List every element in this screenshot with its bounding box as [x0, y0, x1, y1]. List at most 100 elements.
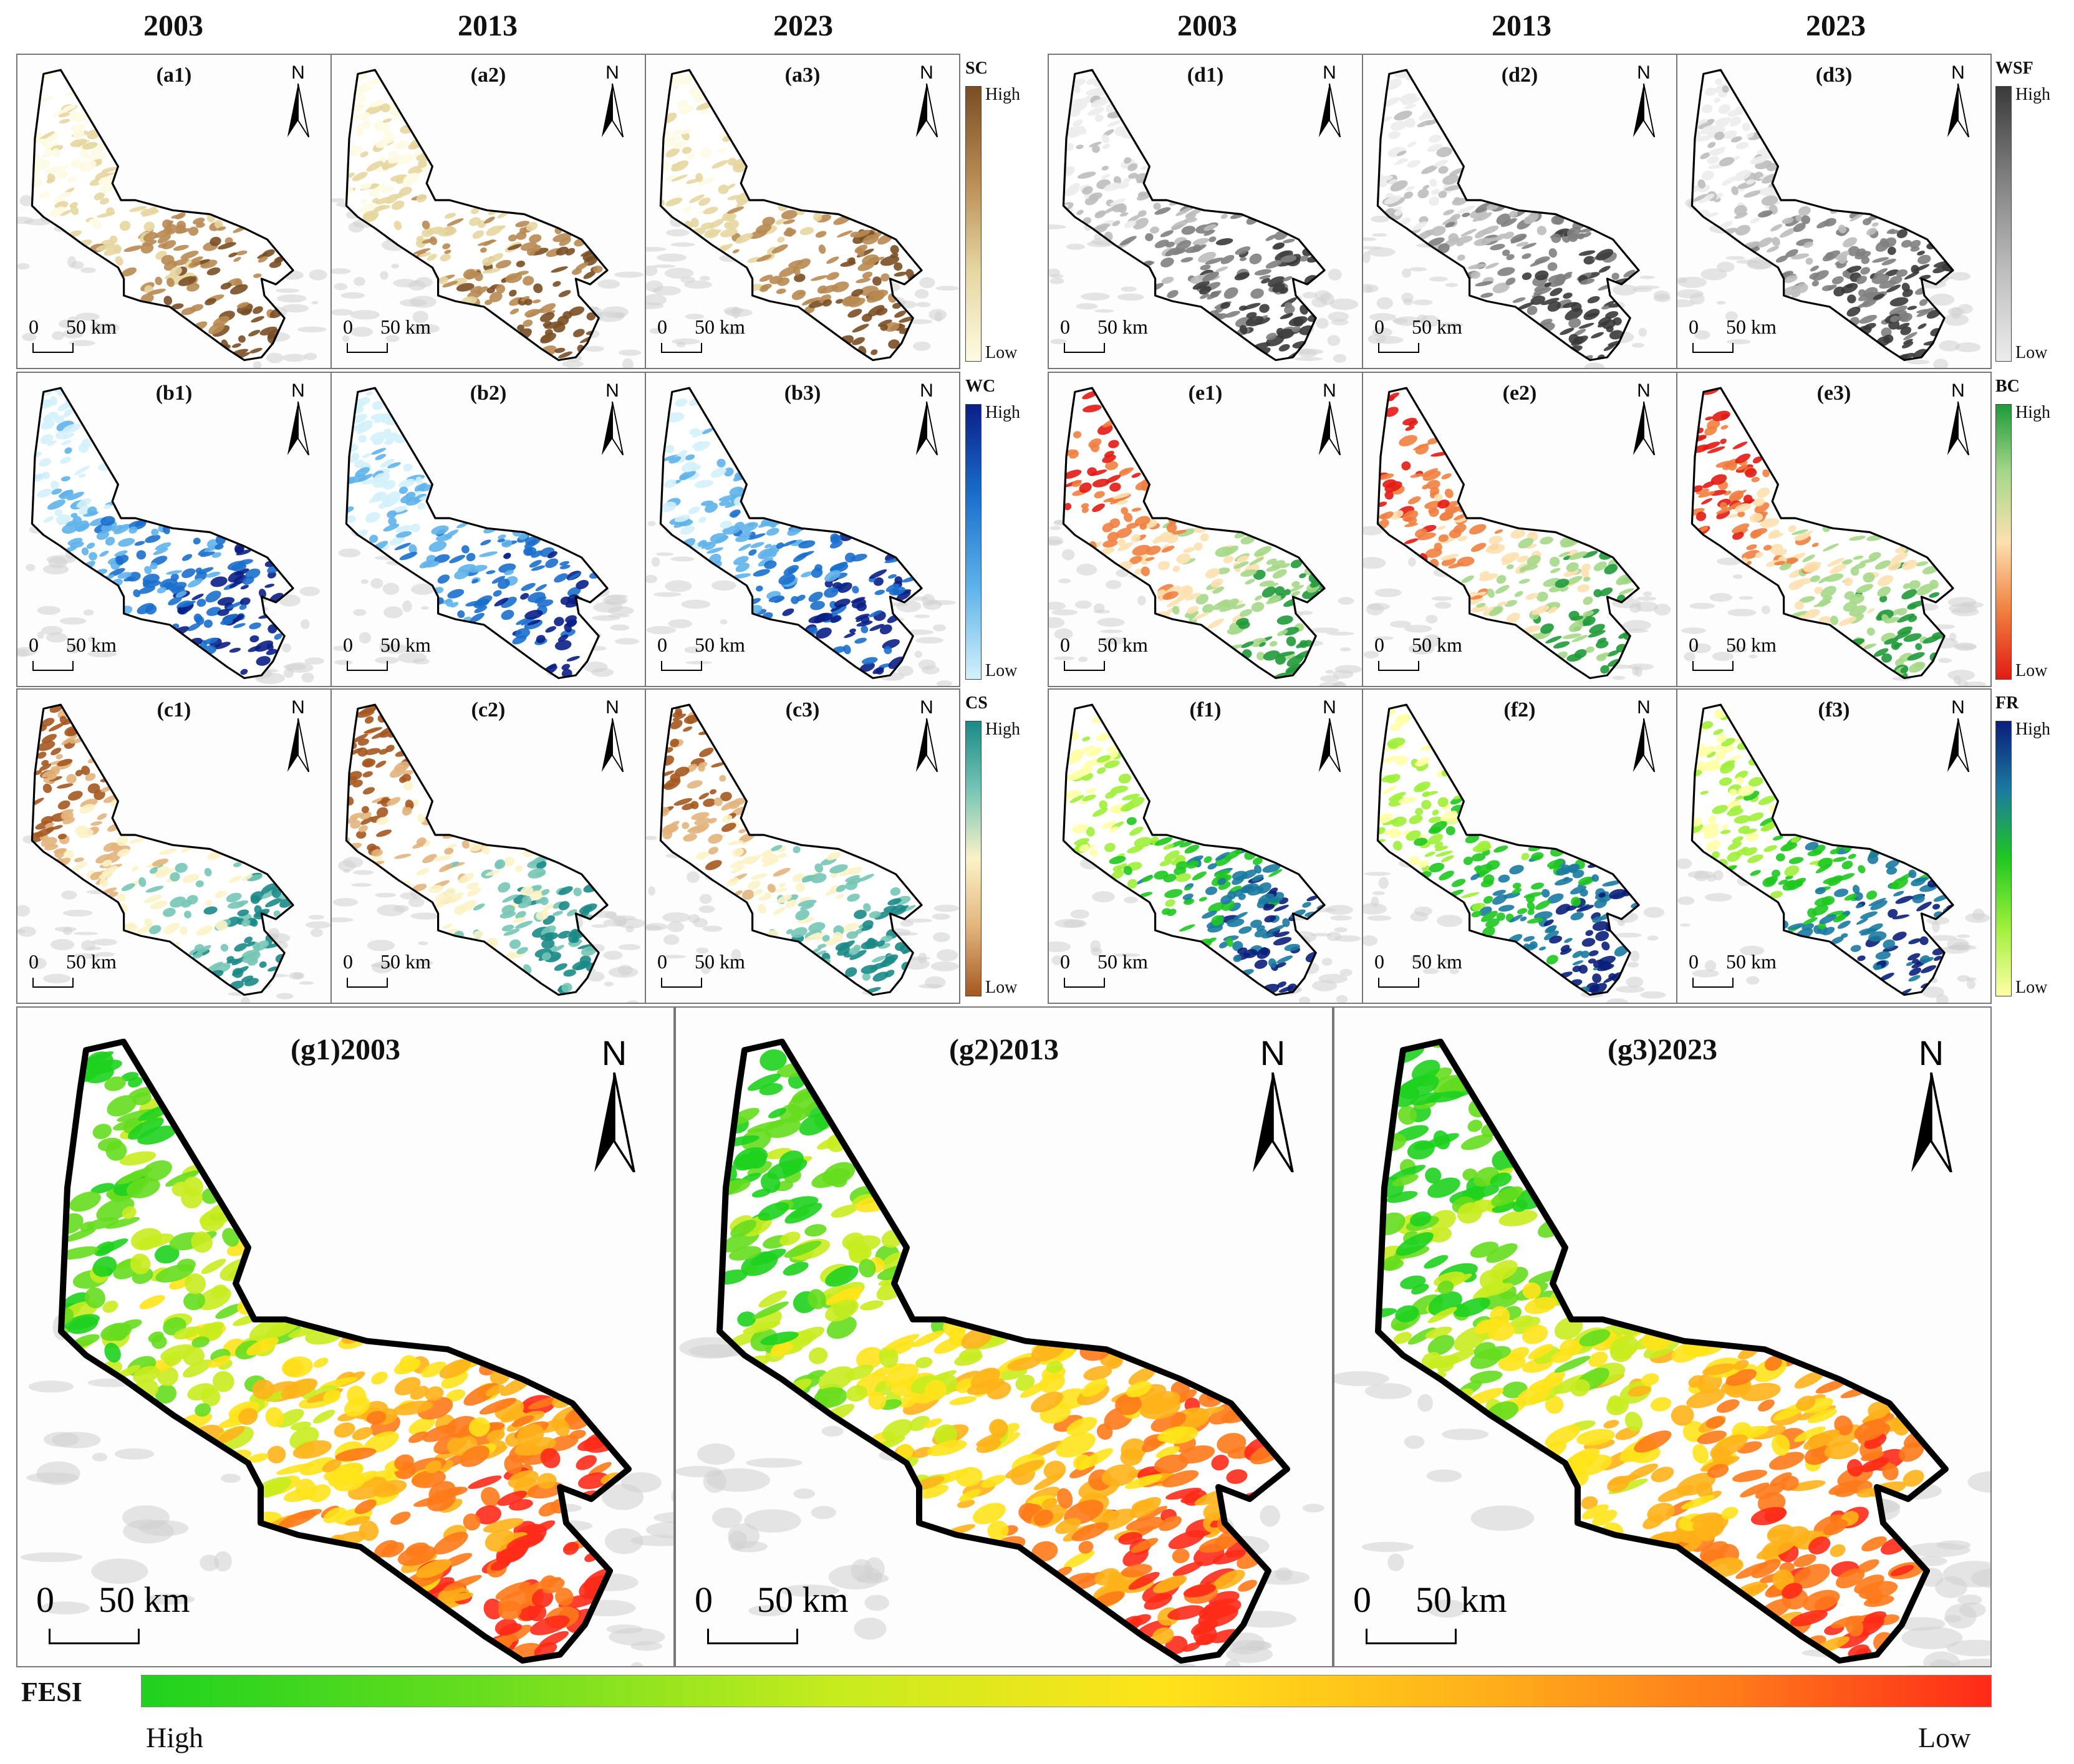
- raster-patch: [1404, 538, 1419, 544]
- raster-patch: [665, 445, 675, 453]
- raster-patch: [236, 250, 248, 256]
- raster-patch: [39, 191, 51, 198]
- raster-patch: [485, 299, 493, 306]
- raster-patch: [1856, 918, 1868, 925]
- raster-patch: [1802, 554, 1815, 562]
- raster-patch: [117, 572, 132, 579]
- raster-patch: [1576, 584, 1590, 592]
- raster-patch: [1205, 886, 1218, 895]
- raster-patch: [1245, 579, 1255, 585]
- raster-patch: [1503, 231, 1514, 239]
- raster-patch: [246, 941, 256, 947]
- raster-patch: [750, 542, 764, 549]
- hillshade-mark: [299, 981, 314, 985]
- raster-patch: [687, 153, 695, 160]
- raster-patch: [1465, 834, 1480, 844]
- raster-patch: [211, 552, 221, 558]
- raster-patch: [1908, 953, 1921, 961]
- hillshade-mark: [1339, 968, 1353, 976]
- raster-patch: [776, 288, 786, 294]
- raster-patch: [150, 562, 158, 570]
- raster-patch: [1496, 575, 1507, 584]
- raster-patch: [1810, 575, 1820, 582]
- raster-patch: [229, 284, 248, 295]
- raster-patch: [95, 854, 112, 864]
- raster-patch: [1596, 653, 1607, 662]
- raster-patch: [709, 554, 721, 564]
- hillshade-mark: [309, 269, 327, 281]
- raster-patch: [1227, 918, 1245, 927]
- raster-patch: [1798, 206, 1811, 216]
- hillshade-mark: [354, 277, 365, 286]
- raster-patch: [457, 610, 465, 619]
- hillshade-mark: [646, 246, 667, 252]
- raster-patch: [733, 798, 746, 806]
- hillshade-mark: [1338, 597, 1354, 605]
- north-arrow: N: [278, 62, 318, 143]
- scale-bar: 0 50 km: [1374, 634, 1499, 677]
- raster-patch: [680, 128, 692, 135]
- raster-patch: [766, 528, 779, 536]
- raster-patch: [1246, 312, 1257, 319]
- raster-patch: [1497, 601, 1508, 606]
- raster-patch: [1238, 926, 1252, 934]
- raster-patch: [74, 520, 89, 531]
- raster-patch: [748, 880, 761, 890]
- raster-patch: [75, 160, 87, 166]
- scale-bar-line: [1064, 343, 1105, 353]
- hillshade-mark: [1336, 995, 1348, 1003]
- raster-patch: [787, 526, 802, 536]
- raster-patch: [1549, 935, 1563, 944]
- raster-patch: [1564, 938, 1573, 943]
- raster-patch: [814, 564, 822, 572]
- raster-patch: [1113, 176, 1122, 185]
- raster-patch: [1496, 213, 1511, 225]
- raster-patch: [258, 589, 266, 599]
- scale-bar: 0 50 km: [657, 316, 782, 359]
- raster-patch: [516, 231, 527, 240]
- hillshade-mark: [1389, 620, 1412, 628]
- raster-patch: [702, 428, 713, 435]
- raster-patch: [1405, 425, 1415, 431]
- raster-patch: [190, 304, 204, 312]
- raster-patch: [501, 596, 517, 609]
- raster-patch: [1472, 844, 1492, 852]
- raster-patch: [166, 570, 183, 575]
- raster-patch: [360, 811, 372, 820]
- raster-patch: [1256, 652, 1265, 661]
- raster-patch: [466, 882, 480, 890]
- hillshade-mark: [1957, 934, 1970, 938]
- raster-patch: [561, 983, 572, 993]
- raster-patch: [1273, 905, 1289, 912]
- raster-patch: [1888, 319, 1900, 330]
- hillshade-mark: [40, 1601, 90, 1615]
- raster-patch: [1547, 262, 1558, 271]
- raster-patch: [1094, 210, 1106, 219]
- raster-patch: [1396, 150, 1407, 157]
- raster-patch: [1394, 210, 1402, 216]
- raster-patch: [668, 456, 682, 464]
- raster-patch: [1572, 950, 1583, 958]
- raster-patch: [1235, 246, 1251, 255]
- hillshade-mark: [1640, 991, 1666, 999]
- scale-bar: 0 50 km: [343, 634, 468, 677]
- raster-patch: [847, 894, 860, 902]
- raster-patch: [1916, 307, 1934, 317]
- raster-patch: [509, 939, 521, 949]
- raster-patch: [733, 556, 749, 566]
- hillshade-mark: [304, 352, 317, 360]
- north-arrow-shape: [1633, 402, 1656, 455]
- raster-patch: [1727, 841, 1742, 851]
- raster-patch: [724, 221, 732, 229]
- raster-patch: [536, 910, 549, 920]
- raster-patch: [387, 510, 397, 519]
- north-arrow: N: [592, 697, 632, 778]
- hillshade-mark: [614, 271, 644, 278]
- raster-patch: [399, 552, 418, 561]
- hillshade-mark: [670, 242, 695, 247]
- raster-patch: [481, 1487, 500, 1507]
- raster-patch: [1181, 226, 1196, 235]
- raster-patch: [102, 859, 112, 867]
- raster-patch: [1760, 817, 1775, 826]
- raster-patch: [118, 537, 135, 547]
